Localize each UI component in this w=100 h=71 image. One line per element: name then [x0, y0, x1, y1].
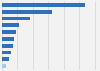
Bar: [2, 44, 12, 48]
Bar: [2, 64, 6, 68]
Bar: [2, 10, 52, 13]
Bar: [2, 3, 85, 7]
Bar: [2, 17, 30, 20]
Bar: [2, 51, 11, 54]
Bar: [2, 23, 19, 27]
Bar: [2, 30, 16, 34]
Bar: [2, 37, 14, 41]
Bar: [2, 58, 9, 61]
